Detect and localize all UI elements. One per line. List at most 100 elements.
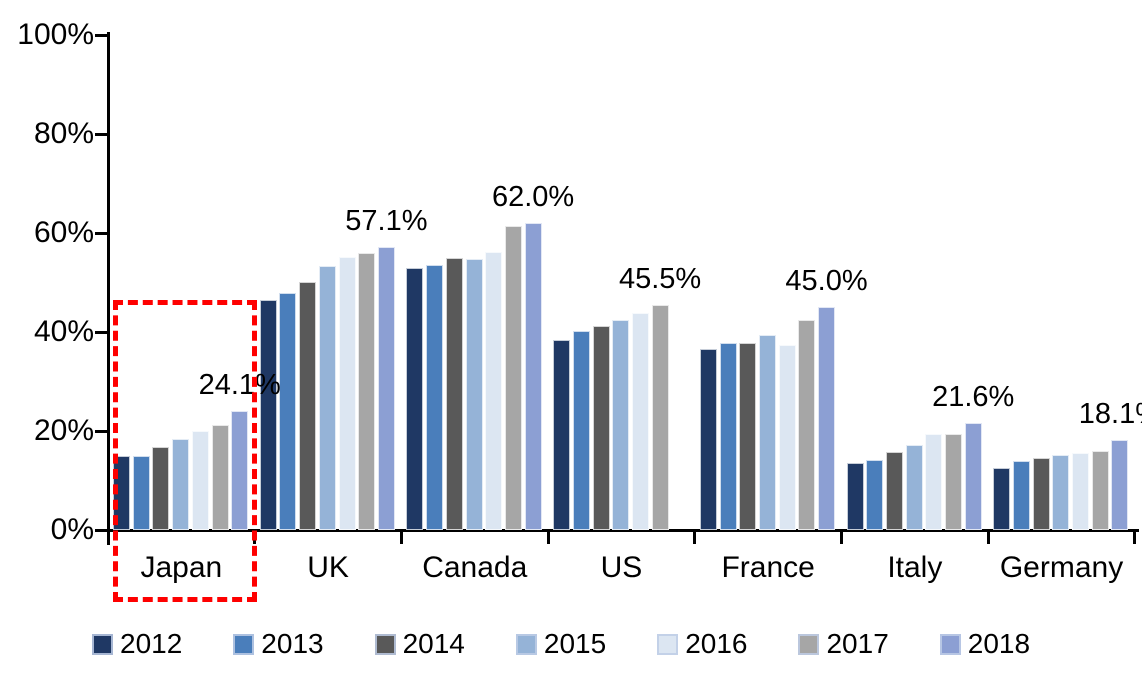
bar-france-2018 <box>818 307 835 530</box>
category-label-japan: Japan <box>140 551 223 584</box>
bar-us-2015 <box>612 320 630 530</box>
bar-france-2017 <box>798 319 816 530</box>
bar-italy-2017 <box>945 433 962 530</box>
data-label-italy: 21.6% <box>932 381 1015 414</box>
legend-label-2013: 2013 <box>261 628 324 659</box>
bar-japan-2018 <box>231 410 249 530</box>
y-tick-mark <box>95 528 108 532</box>
legend: 2012 2013 2014 2015 2016 2017 2018 <box>92 629 1030 659</box>
bar-japan-2015 <box>172 438 190 530</box>
legend-item-2012: 2012 <box>92 629 182 659</box>
bar-germany-2016 <box>1072 452 1089 530</box>
category-label-us: US <box>600 551 643 584</box>
bar-canada-2015 <box>465 258 483 530</box>
bar-france-2013 <box>719 342 737 530</box>
data-label-uk: 57.1% <box>345 205 428 238</box>
bar-france-2014 <box>739 342 757 530</box>
y-axis-line <box>106 32 110 545</box>
data-label-japan: 24.1% <box>198 368 281 401</box>
bar-uk-2012 <box>259 300 277 530</box>
bar-germany-2012 <box>993 467 1011 530</box>
bar-canada-2012 <box>406 267 424 530</box>
legend-label-2012: 2012 <box>120 628 183 659</box>
legend-swatch-2017 <box>798 633 820 655</box>
bar-germany-2015 <box>1052 454 1070 530</box>
legend-swatch-2012 <box>92 633 113 655</box>
legend-label-2018: 2018 <box>967 628 1031 659</box>
x-tick-mark <box>986 530 990 544</box>
legend-swatch-2016 <box>657 633 679 655</box>
y-tick-label-100: 100% <box>17 18 94 51</box>
bar-italy-2013 <box>866 459 884 530</box>
y-tick-mark <box>95 33 108 37</box>
legend-item-2015: 2015 <box>515 628 607 659</box>
y-tick-mark <box>95 132 108 136</box>
bar-us-2014 <box>592 325 610 530</box>
bar-uk-2014 <box>299 282 317 530</box>
bar-germany-2013 <box>1012 460 1030 530</box>
y-tick-mark <box>95 429 108 433</box>
category-label-italy: Italy <box>887 551 943 584</box>
category-label-canada: Canada <box>422 551 528 584</box>
x-axis-line <box>105 528 1139 532</box>
bar-canada-2014 <box>445 258 463 530</box>
data-label-france: 45.0% <box>785 265 868 298</box>
bar-japan-2014 <box>152 446 170 530</box>
x-tick-mark <box>1133 530 1137 544</box>
y-tick-label-60: 60% <box>33 216 94 249</box>
legend-label-2016: 2016 <box>685 628 748 659</box>
x-tick-mark <box>693 530 697 544</box>
data-label-canada: 62.0% <box>491 181 575 214</box>
bar-germany-2018 <box>1111 440 1129 530</box>
bar-italy-2015 <box>905 444 923 530</box>
bar-france-2016 <box>778 345 796 530</box>
category-label-germany: Germany <box>999 551 1124 584</box>
bar-uk-2017 <box>358 253 376 530</box>
x-tick-mark <box>399 530 403 544</box>
bar-japan-2016 <box>191 431 209 530</box>
bar-uk-2018 <box>377 247 395 530</box>
bar-japan-2013 <box>132 455 150 530</box>
legend-swatch-2014 <box>374 633 396 655</box>
data-label-us: 45.5% <box>618 262 702 295</box>
y-tick-label-0: 0% <box>50 513 94 546</box>
x-tick-mark <box>840 530 843 544</box>
legend-item-2016: 2016 <box>657 629 747 659</box>
bar-canada-2017 <box>504 225 522 530</box>
category-label-france: France <box>721 551 815 584</box>
y-tick-label-20: 20% <box>33 414 94 447</box>
bar-italy-2012 <box>846 463 864 530</box>
legend-label-2017: 2017 <box>826 628 889 659</box>
legend-label-2015: 2015 <box>543 628 607 659</box>
y-tick-label-80: 80% <box>33 117 94 150</box>
bar-us-2017 <box>651 304 669 530</box>
legend-label-2014: 2014 <box>402 628 465 659</box>
data-label-germany: 18.1% <box>1078 398 1142 431</box>
y-tick-mark <box>95 330 108 334</box>
bar-canada-2013 <box>426 265 444 530</box>
legend-item-2018: 2018 <box>939 628 1031 659</box>
bar-italy-2016 <box>925 434 943 530</box>
bar-canada-2018 <box>524 223 542 530</box>
legend-item-2014: 2014 <box>374 628 465 659</box>
bar-us-2013 <box>572 331 590 530</box>
bar-uk-2016 <box>338 257 356 530</box>
y-tick-label-40: 40% <box>33 315 94 348</box>
legend-swatch-2018 <box>939 633 961 655</box>
legend-swatch-2013 <box>233 633 255 655</box>
bar-france-2015 <box>758 334 776 530</box>
bar-germany-2014 <box>1032 458 1050 530</box>
x-tick-mark <box>106 530 110 544</box>
bar-us-2012 <box>553 339 571 530</box>
bar-germany-2017 <box>1091 450 1109 530</box>
bar-italy-2014 <box>885 452 903 530</box>
bar-uk-2013 <box>279 292 297 530</box>
y-tick-mark <box>95 231 108 235</box>
category-label-uk: UK <box>307 551 349 584</box>
bar-italy-2018 <box>964 423 982 530</box>
bar-france-2012 <box>699 348 717 530</box>
legend-item-2017: 2017 <box>798 628 889 659</box>
bar-japan-2017 <box>211 425 229 530</box>
legend-swatch-2015 <box>515 633 537 655</box>
